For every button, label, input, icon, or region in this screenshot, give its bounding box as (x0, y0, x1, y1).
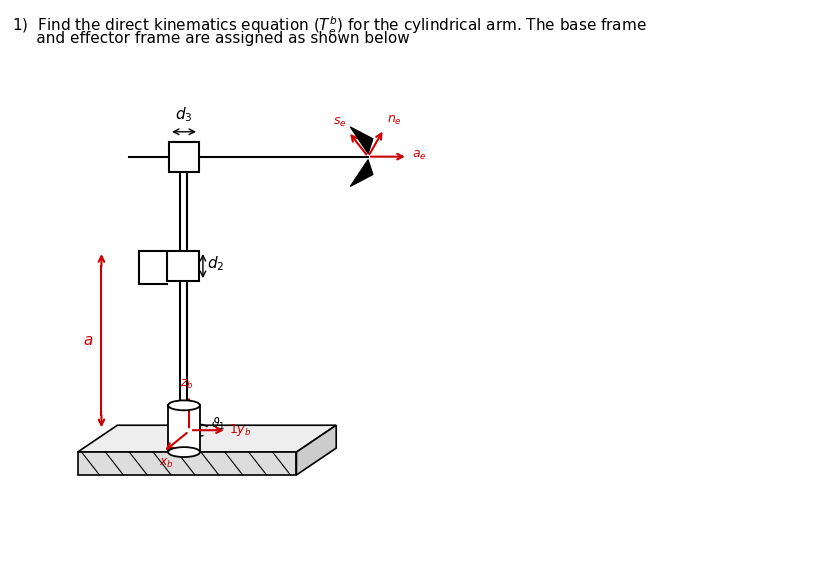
Polygon shape (78, 452, 296, 475)
Text: $d_3$: $d_3$ (175, 105, 193, 124)
Polygon shape (296, 425, 336, 475)
Polygon shape (350, 160, 373, 186)
Bar (168, 406, 199, 452)
Text: and effector frame are assigned as shown below: and effector frame are assigned as shown… (12, 31, 409, 47)
Text: $s_e$: $s_e$ (332, 116, 346, 128)
Polygon shape (78, 425, 336, 452)
Text: $\vartheta_1$: $\vartheta_1$ (211, 416, 225, 433)
Ellipse shape (168, 447, 199, 457)
Ellipse shape (168, 401, 199, 410)
Polygon shape (350, 127, 373, 154)
Bar (169, 142, 198, 172)
Text: $n_e$: $n_e$ (386, 114, 401, 127)
Text: 1)  Find the direct kinematics equation ($T_e^b$) for the cylindrical arm. The b: 1) Find the direct kinematics equation (… (12, 15, 646, 38)
Text: $a_e$: $a_e$ (411, 149, 426, 162)
Text: $x_b$: $x_b$ (159, 457, 174, 470)
Bar (167, 251, 198, 281)
Text: $d_2$: $d_2$ (207, 255, 224, 273)
Text: $1y_b$: $1y_b$ (228, 422, 251, 438)
Text: $z_b$: $z_b$ (180, 378, 194, 392)
Text: $a$: $a$ (83, 333, 93, 348)
